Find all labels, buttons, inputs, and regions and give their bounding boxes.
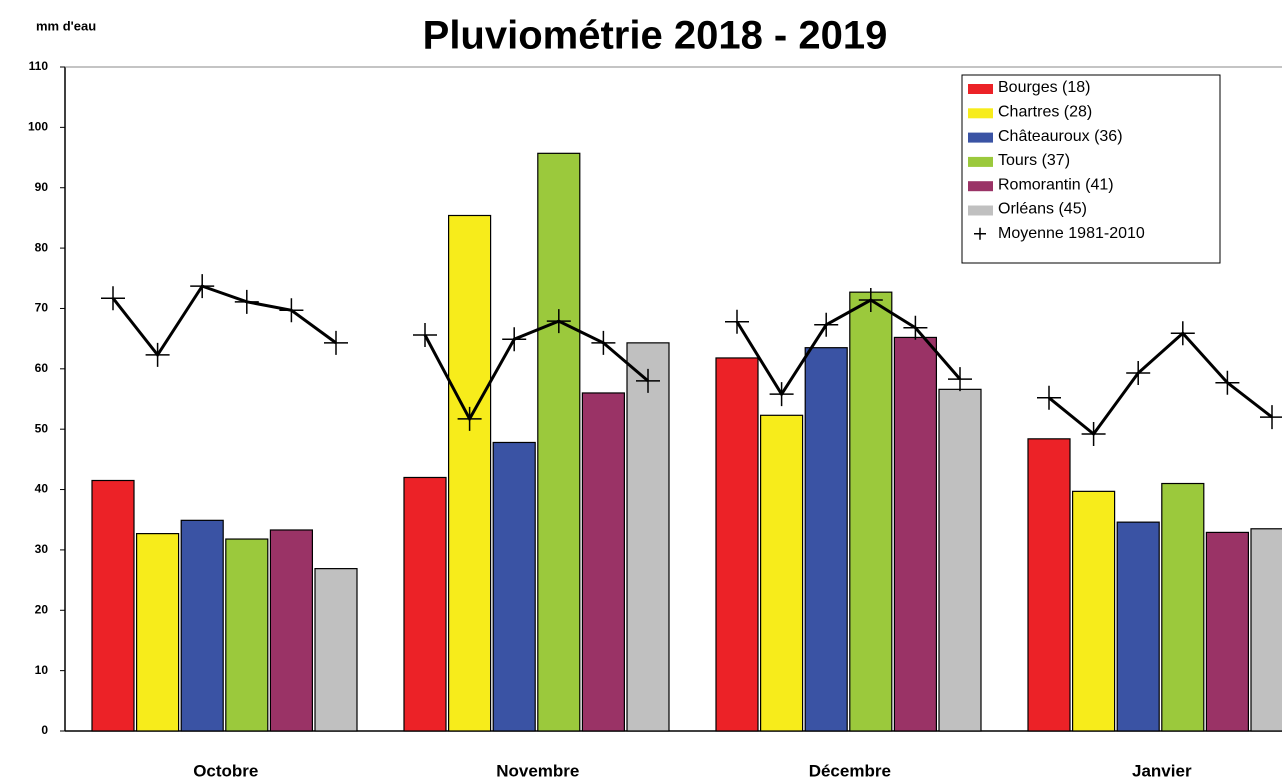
average-marker: [769, 382, 794, 407]
bar: [269, 529, 313, 732]
legend-label: Moyenne 1981-2010: [998, 225, 1145, 242]
bar: [759, 414, 804, 732]
y-tick-label: 0: [41, 723, 48, 737]
bar: [492, 441, 536, 732]
legend-label: Chartres (28): [998, 104, 1092, 121]
y-tick-label: 60: [35, 361, 49, 375]
average-line: [423, 319, 649, 423]
average-marker: [1215, 370, 1240, 395]
legend-swatch: [968, 132, 993, 143]
legend-swatch: [968, 181, 993, 192]
bar: [1250, 528, 1282, 732]
x-tick-label: Décembre: [809, 761, 891, 780]
bar: [581, 392, 626, 732]
legend-swatch: [968, 156, 993, 167]
average-marker: [814, 312, 839, 337]
y-tick-label: 70: [35, 301, 49, 315]
average-marker: [234, 289, 259, 314]
average-marker: [948, 367, 972, 392]
bar: [448, 214, 492, 732]
x-tick-label: Octobre: [193, 761, 258, 780]
average-line: [1048, 331, 1273, 437]
y-tick-label: 50: [35, 421, 49, 435]
bar: [1071, 490, 1116, 732]
bar: [403, 476, 447, 732]
average-marker: [591, 330, 616, 355]
bar: [91, 479, 135, 732]
y-tick-label: 10: [35, 663, 49, 677]
legend-swatch: [968, 205, 993, 216]
bar: [626, 342, 670, 732]
average-marker: [1037, 385, 1061, 410]
average-marker: [413, 323, 437, 348]
legend-box: [961, 74, 1221, 264]
bar: [804, 347, 848, 732]
average-marker: [457, 406, 482, 431]
bar: [136, 533, 180, 732]
bar: [715, 357, 759, 732]
average-marker: [324, 330, 348, 355]
average-marker: [279, 298, 304, 323]
y-tick-label: 90: [35, 180, 49, 194]
bar: [1161, 482, 1205, 732]
legend-label: Bourges (18): [998, 79, 1091, 96]
bar: [893, 336, 938, 732]
average-marker: [1170, 321, 1195, 346]
legend-swatch: [968, 84, 993, 94]
y-tick-label: 100: [28, 120, 48, 134]
average-marker: [636, 368, 660, 393]
bar: [938, 388, 982, 732]
y-tick-label: 40: [35, 482, 49, 496]
bar: [1116, 521, 1160, 732]
average-marker: [725, 309, 749, 334]
average-marker: [190, 274, 215, 299]
y-tick-label: 110: [29, 59, 49, 73]
y-tick-label: 30: [35, 542, 49, 556]
bar: [180, 519, 224, 732]
bar: [1205, 531, 1250, 732]
legend-swatch: [968, 108, 993, 119]
bar: [314, 568, 358, 732]
legend-label: Romorantin (41): [998, 176, 1114, 193]
legend-label: Châteauroux (36): [998, 128, 1123, 145]
average-line: [735, 298, 962, 397]
chart-title: Pluviométrie 2018 - 2019: [423, 14, 888, 58]
average-marker: [1126, 361, 1151, 386]
legend-label: Tours (37): [998, 152, 1070, 169]
y-tick-label: 80: [35, 240, 49, 254]
bar: [1027, 438, 1071, 732]
bar: [849, 291, 893, 732]
x-tick-label: Novembre: [496, 761, 579, 780]
average-marker: [1260, 405, 1282, 430]
average-marker: [546, 309, 571, 334]
average-marker: [502, 327, 527, 352]
bar: [225, 538, 269, 732]
average-marker: [1081, 422, 1106, 447]
x-tick-label: Janvier: [1132, 761, 1192, 780]
y-axis-label: mm d'eau: [36, 18, 96, 33]
y-tick-label: 20: [35, 602, 49, 616]
average-marker: [903, 315, 928, 340]
average-line: [111, 284, 337, 358]
legend-label: Orléans (45): [998, 201, 1087, 218]
average-marker: [145, 342, 170, 367]
legend-marker: [974, 227, 986, 240]
average-marker: [101, 286, 125, 311]
bar: [537, 152, 581, 732]
average-marker: [858, 288, 883, 313]
